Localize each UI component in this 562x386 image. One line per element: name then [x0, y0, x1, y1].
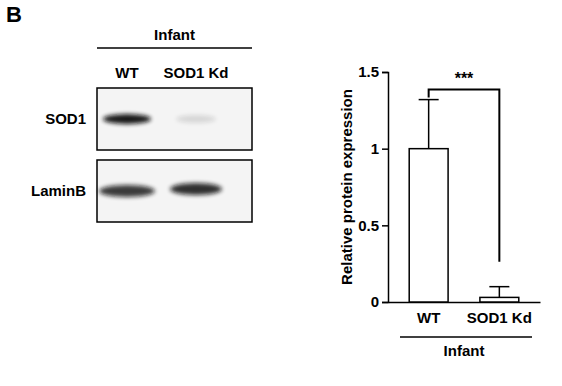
lane-label: SOD1 Kd: [163, 64, 228, 81]
y-tick-label: 0.5: [358, 217, 379, 234]
error-bar: [499, 287, 501, 298]
blot-frame: [97, 160, 252, 222]
x-tick: SOD1 Kd: [467, 302, 532, 326]
x-axis: WT SOD1 Kd: [389, 302, 541, 326]
y-tick-label: 1.5: [358, 63, 379, 80]
y-tick: 0: [371, 293, 388, 310]
error-cap: [419, 99, 439, 101]
y-axis-title: Relative protein expression: [338, 89, 355, 285]
y-axis: 0 0.5 1 1.5: [358, 63, 388, 310]
row-label: LaminB: [31, 182, 86, 199]
blot-title-line: [97, 47, 252, 49]
x-axis-title: Infant: [444, 342, 485, 359]
bar: [480, 297, 519, 302]
x-tick-label: SOD1 Kd: [467, 309, 532, 326]
blot-band: [170, 183, 222, 195]
blot-band: [103, 114, 151, 124]
error-bar: [428, 100, 430, 149]
x-group-line: [400, 336, 532, 338]
y-tick-mark: [382, 302, 388, 304]
plot-area: [409, 100, 519, 302]
y-tick: 0.5: [358, 217, 388, 234]
panel-label: B: [6, 2, 22, 27]
y-tick-mark: [382, 225, 388, 227]
row-label: SOD1: [45, 110, 86, 127]
y-tick-mark: [382, 72, 388, 74]
y-axis-line: [382, 73, 389, 303]
significance-label: ***: [455, 70, 474, 87]
y-tick-mark: [382, 148, 388, 150]
significance-bracket: [429, 90, 500, 262]
y-tick: 1.5: [358, 63, 388, 80]
figure: BInfantWTSOD1 KdSOD1LaminB00.511.5WTSOD1…: [0, 0, 562, 386]
bar: [409, 149, 448, 302]
x-tick: WT: [417, 302, 440, 326]
error-cap: [489, 286, 509, 288]
x-tick-label: WT: [417, 309, 440, 326]
y-tick-label: 1: [371, 140, 379, 157]
blot-frame: [97, 88, 252, 150]
blot-band: [176, 115, 216, 123]
y-tick: 1: [371, 140, 388, 157]
lane-label: WT: [115, 64, 138, 81]
y-tick-label: 0: [371, 293, 379, 310]
blot-title: Infant: [154, 26, 195, 43]
blot-band: [99, 185, 155, 197]
